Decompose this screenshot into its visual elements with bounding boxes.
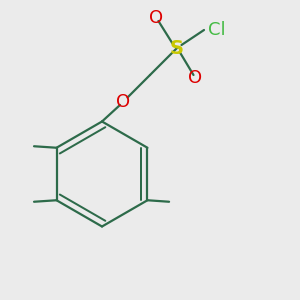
Text: S: S [170,38,184,58]
Text: O: O [188,69,202,87]
Text: Cl: Cl [208,21,226,39]
Text: O: O [116,93,130,111]
Text: O: O [149,9,163,27]
